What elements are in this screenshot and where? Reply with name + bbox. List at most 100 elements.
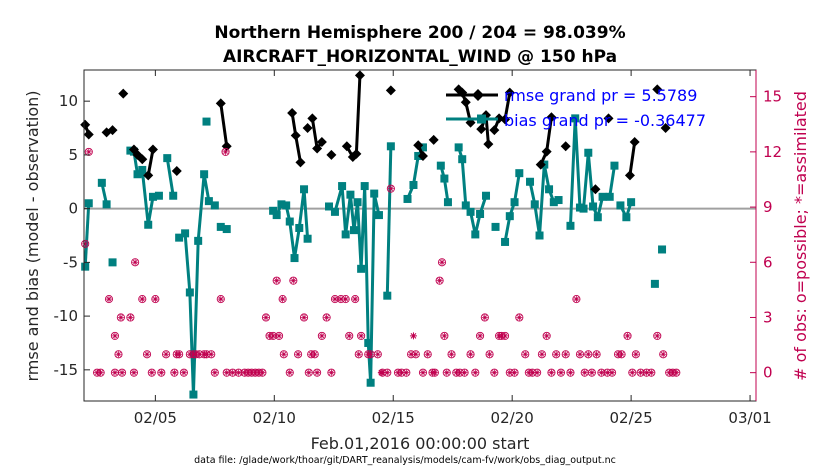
bias-point	[346, 190, 355, 199]
obs-possible-point	[608, 368, 617, 377]
bias-point	[443, 198, 452, 207]
bias-point	[222, 225, 231, 234]
obs-assimilated-mark	[342, 296, 349, 303]
legend: rmse grand pr = 5.5789 bias grand pr = -…	[446, 86, 706, 130]
obs-possible-point	[435, 276, 444, 285]
obs-assimilated-mark	[331, 296, 338, 303]
rmse-point	[307, 113, 318, 124]
obs-assimilated-mark	[180, 369, 187, 376]
y-tick-label: 5	[68, 146, 78, 164]
rmse-point	[546, 112, 557, 123]
obs-assimilated-mark	[119, 369, 126, 376]
obs-assimilated-mark	[511, 369, 518, 376]
bias-point	[440, 174, 449, 183]
rmse-point	[460, 97, 471, 108]
obs-assimilated-mark	[311, 351, 318, 358]
obs-possible-point	[210, 368, 219, 377]
obs-possible-point	[466, 350, 475, 359]
bias-point	[554, 196, 563, 205]
obs-possible-point	[278, 295, 287, 304]
obs-assimilated-mark	[562, 351, 569, 358]
obs-assimilated-mark	[553, 351, 560, 358]
y-tick-label: 10	[59, 92, 78, 110]
bias-point	[102, 200, 111, 209]
obs-assimilated-mark	[384, 369, 391, 376]
obs-possible-point	[351, 295, 360, 304]
bias-point	[616, 201, 625, 210]
obs-assimilated-mark	[491, 369, 498, 376]
bias-point	[366, 378, 375, 387]
rmse-point	[118, 88, 129, 99]
obs-assimilated-mark	[660, 351, 667, 358]
bias-point	[526, 177, 535, 186]
x-tick-label: 02/25	[609, 409, 652, 427]
obs-assimilated-mark	[632, 351, 639, 358]
rmse-point	[143, 170, 154, 181]
obs-possible-point	[485, 350, 494, 359]
rmse-point	[489, 125, 500, 136]
obs-possible-point	[437, 258, 447, 267]
bias-point	[658, 245, 667, 254]
obs-assimilated-mark	[105, 296, 112, 303]
bias-line-segment	[83, 203, 91, 267]
bias-point	[133, 170, 142, 179]
bias-point	[353, 198, 362, 207]
bias-point	[97, 178, 106, 187]
obs-assimilated-mark	[85, 148, 92, 155]
rmse-point	[302, 123, 313, 134]
y-axis-ticks: 10 5 0 -5 -10 -15	[54, 92, 90, 379]
obs-possible-point	[542, 331, 551, 340]
obs-possible-point	[157, 368, 166, 377]
obs-assimilated-mark	[111, 332, 118, 339]
obs-possible-point	[537, 350, 546, 359]
obs-assimilated-mark	[486, 351, 493, 358]
obs-possible-point	[170, 368, 179, 377]
obs-assimilated-mark	[158, 369, 165, 376]
rmse-point	[83, 129, 94, 140]
obs-assimilated-mark	[529, 369, 536, 376]
bias-point	[272, 211, 281, 220]
obs-assimilated-mark	[481, 314, 488, 321]
obs-possible-point	[294, 350, 303, 359]
bias-point	[461, 201, 470, 210]
rmse-point	[290, 130, 301, 141]
obs-assimilated-mark	[374, 351, 381, 358]
bias-point	[549, 198, 558, 207]
x-tick-label: 02/10	[253, 409, 296, 427]
bias-point	[374, 211, 383, 220]
rmse-line-segment	[503, 92, 512, 120]
bias-point	[510, 198, 519, 207]
bias-point	[454, 143, 463, 152]
obs-assimilated-mark	[273, 277, 280, 284]
obs-assimilated-mark	[352, 296, 359, 303]
rmse-point	[660, 123, 671, 134]
bias-line-segment	[503, 172, 521, 243]
obs-assimilated-mark	[295, 351, 302, 358]
bias-point	[610, 161, 619, 170]
obs-assimilated-mark	[235, 369, 242, 376]
chart-title: Northern Hemisphere 200 / 204 = 98.039%	[214, 23, 625, 43]
legend-rmse-marker	[472, 89, 484, 101]
rmse-point	[295, 157, 306, 168]
bias-point	[204, 197, 213, 206]
bias-point	[491, 222, 500, 231]
obs-assimilated-mark	[412, 351, 419, 358]
rmse-point	[541, 146, 552, 157]
obs-assimilated-mark	[229, 369, 236, 376]
x-tick-label: 02/20	[491, 409, 534, 427]
legend-bias-label: bias grand pr = -0.36477	[504, 111, 706, 130]
obs-assimilated-point	[377, 369, 385, 377]
obs-assimilated-mark	[448, 351, 455, 358]
obs-assimilated-mark	[223, 369, 230, 376]
bias-point	[277, 200, 286, 209]
obs-assimilated-mark	[314, 369, 321, 376]
bias-point	[189, 390, 198, 399]
rmse-point	[417, 150, 428, 161]
obs-count-layer	[81, 147, 681, 377]
obs-possible-point	[221, 147, 230, 156]
bias-line-segment	[608, 165, 616, 198]
obs-possible-point	[114, 350, 123, 359]
y-tick-label: 0	[68, 200, 78, 218]
x-axis-label: Feb.01,2016 00:00:00 start	[311, 434, 530, 453]
